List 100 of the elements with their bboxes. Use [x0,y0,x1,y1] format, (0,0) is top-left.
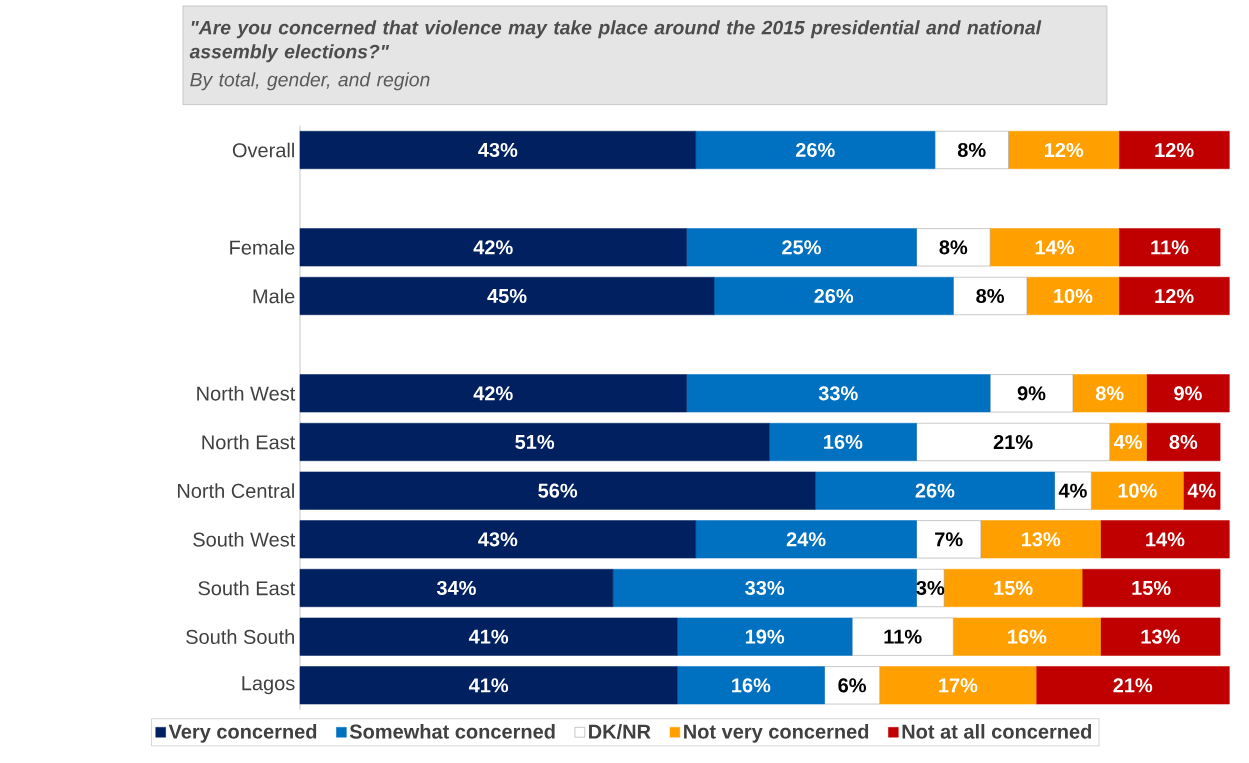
chart-title: "Are you concerned that violence may take place around the 2015 presidential and national assembly elections?" [189,20,1042,63]
y-tick-label: Female [230,239,295,255]
data-label: 24% [786,532,826,547]
data-label: 34% [436,580,476,596]
data-label: 26% [814,288,854,304]
data-label: 26% [795,142,835,158]
bar [1118,130,1230,169]
bar [980,520,1101,559]
chart-subtitle: By total, gender, and region [190,72,430,91]
bar [943,568,1083,607]
y-tick-label: North East [202,434,296,450]
bar [299,471,816,510]
bar [713,276,954,315]
data-label: 25% [782,240,821,255]
bar [299,617,678,656]
data-label: 12% [1155,142,1194,158]
data-label: 16% [732,678,771,693]
data-label: 12% [1155,288,1194,304]
bar [299,520,696,559]
data-label: 16% [1008,629,1047,644]
data-label: 10% [1054,288,1093,304]
data-label: 11% [1151,240,1189,255]
bar [916,228,991,267]
data-label: 13% [1141,629,1180,644]
bar [676,666,825,705]
y-tick-label: Male [253,288,295,304]
bar [916,520,982,559]
bar [824,666,880,705]
bar [1183,471,1221,510]
bar [815,471,1055,510]
data-label: 33% [818,386,858,401]
bar [1146,374,1230,413]
bar [299,276,715,315]
legend-label: Somewhat concerned [349,724,555,739]
y-tick-label: South South [186,629,294,644]
bar [1081,568,1221,607]
bar [1072,374,1147,413]
legend-label: DK/NR [589,724,651,739]
data-label: 15% [1132,580,1171,596]
data-label: 51% [515,434,555,450]
data-label: 43% [478,532,518,547]
data-label: 42% [473,386,513,401]
y-tick-label: South East [198,580,296,596]
bar [1100,617,1221,656]
bar [299,228,687,267]
bar [851,617,954,656]
data-label: 8% [1095,386,1124,401]
data-label: 8% [957,142,986,158]
data-label: 17% [939,678,978,693]
bar [1008,130,1120,169]
bar [916,422,1110,461]
bar [299,568,614,607]
data-label: 19% [745,629,785,644]
data-label: 4% [1113,434,1143,450]
bar [934,130,1009,169]
data-label: 43% [478,142,518,158]
data-label: 15% [994,580,1033,596]
data-label: 21% [1113,678,1153,693]
data-label: 4% [1187,483,1216,498]
data-label: 21% [993,434,1033,450]
bar [686,228,917,267]
bar [299,374,687,413]
data-label: 9% [1174,386,1202,401]
data-label: 12% [1044,142,1084,158]
bar [612,568,917,607]
bar [1146,422,1221,461]
bar [1118,228,1221,267]
bar [686,374,991,413]
bar [676,617,853,656]
y-tick-label: South West [193,531,296,547]
bar [1118,276,1230,315]
bar [989,228,1120,267]
bar [299,666,678,705]
bar [299,130,696,169]
legend-label: Not very concerned [684,724,869,743]
data-label: 13% [1021,532,1061,547]
data-label: 8% [976,288,1005,304]
bar [1100,520,1230,559]
data-label: 33% [745,580,785,596]
bar [695,520,917,559]
data-label: 10% [1118,483,1157,498]
data-label: 41% [468,629,509,644]
y-tick-label: Overall [232,142,294,158]
data-label: 14% [1035,240,1074,255]
bar [989,374,1074,413]
data-label: 41% [468,678,509,693]
bar [953,276,1028,315]
bar [1035,666,1230,705]
legend-label: Very concerned [168,724,317,743]
data-label: 8% [939,240,968,255]
data-label: 11% [884,629,922,644]
bar [299,422,770,461]
y-tick-label: North Central [177,483,294,498]
bar [695,130,936,169]
legend-label: Not at all concerned [902,724,1092,739]
data-label: 45% [487,288,527,304]
data-label: 26% [915,483,955,498]
bar [769,422,917,461]
y-tick-label: Lagos [242,676,295,695]
data-label: 4% [1058,483,1087,498]
